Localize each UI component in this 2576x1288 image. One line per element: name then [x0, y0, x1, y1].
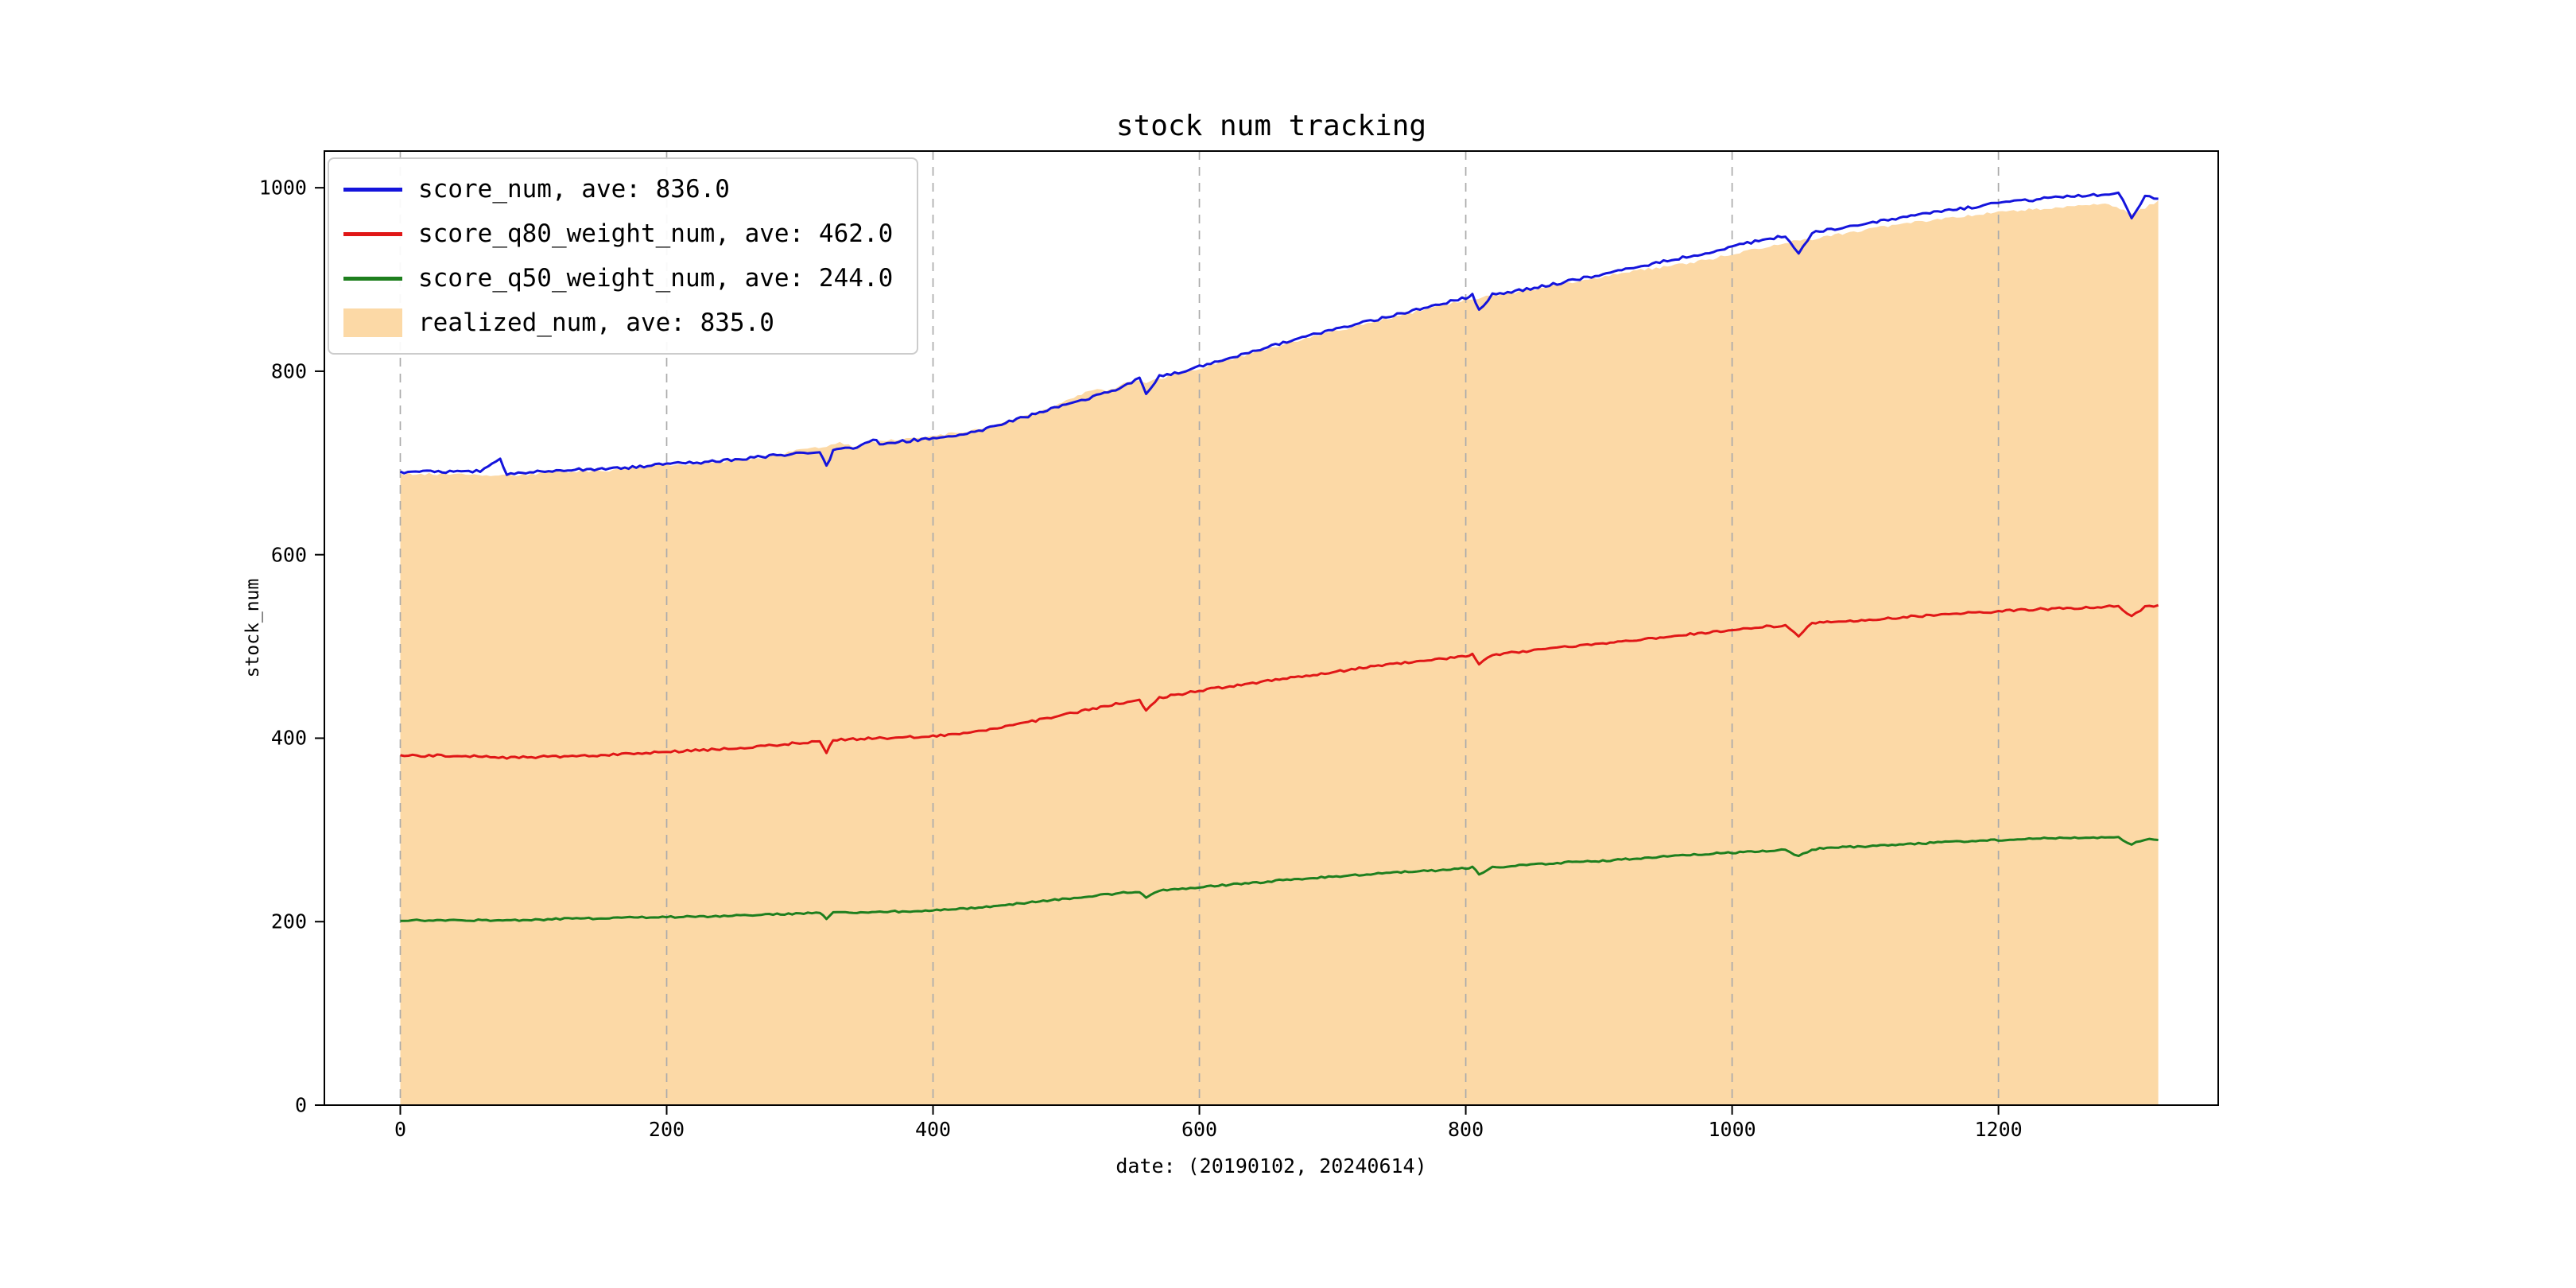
legend-patch-swatch: [343, 308, 402, 337]
series-line-1: [400, 603, 2159, 760]
x-tick-label-1000: 1000: [1708, 1118, 1756, 1141]
legend: score_num, ave: 836.0 score_q80_weight_nu…: [328, 157, 919, 355]
legend-label: score_num, ave: 836.0: [418, 175, 730, 204]
x-tick-label-200: 200: [648, 1118, 685, 1141]
legend-line-swatch: [343, 276, 402, 281]
series-area-realized_num: [400, 200, 2159, 1105]
legend-line-swatch: [343, 231, 402, 236]
legend-item: score_num, ave: 836.0: [343, 169, 893, 210]
y-tick-label-400: 400: [270, 726, 307, 750]
y-tick-label-200: 200: [270, 910, 307, 933]
x-tick-label-400: 400: [914, 1118, 952, 1141]
x-tick-label-1200: 1200: [1974, 1118, 2023, 1141]
swatch-color: [343, 308, 402, 337]
x-tick-label-800: 800: [1447, 1118, 1484, 1141]
y-tick-label-0: 0: [294, 1093, 307, 1117]
y-tick-label-1000: 1000: [258, 176, 307, 200]
legend-label: realized_num, ave: 835.0: [418, 308, 774, 337]
y-tick-label-600: 600: [270, 543, 307, 567]
series-line-2: [400, 836, 2159, 922]
swatch-color: [343, 231, 402, 236]
x-axis-label: date: (20190102, 20240614): [1115, 1154, 1427, 1177]
legend-label: score_q50_weight_num, ave: 244.0: [418, 264, 894, 293]
axes-frame: [324, 150, 2219, 1106]
swatch-color: [343, 276, 402, 281]
y-axis-label: stock_num: [242, 578, 263, 678]
x-tick-label-0: 0: [394, 1118, 406, 1141]
legend-line-swatch: [343, 187, 402, 192]
x-tick-label-600: 600: [1181, 1118, 1218, 1141]
legend-item: score_q80_weight_num, ave: 462.0: [343, 213, 893, 254]
legend-item: realized_num, ave: 835.0: [343, 302, 893, 343]
swatch-color: [343, 187, 402, 192]
legend-label: score_q80_weight_num, ave: 462.0: [418, 219, 894, 248]
legend-item: score_q50_weight_num, ave: 244.0: [343, 258, 893, 299]
chart-title: stock num tracking: [1115, 110, 1427, 142]
y-tick-label-800: 800: [270, 359, 307, 383]
series-line-0: [399, 191, 2159, 476]
